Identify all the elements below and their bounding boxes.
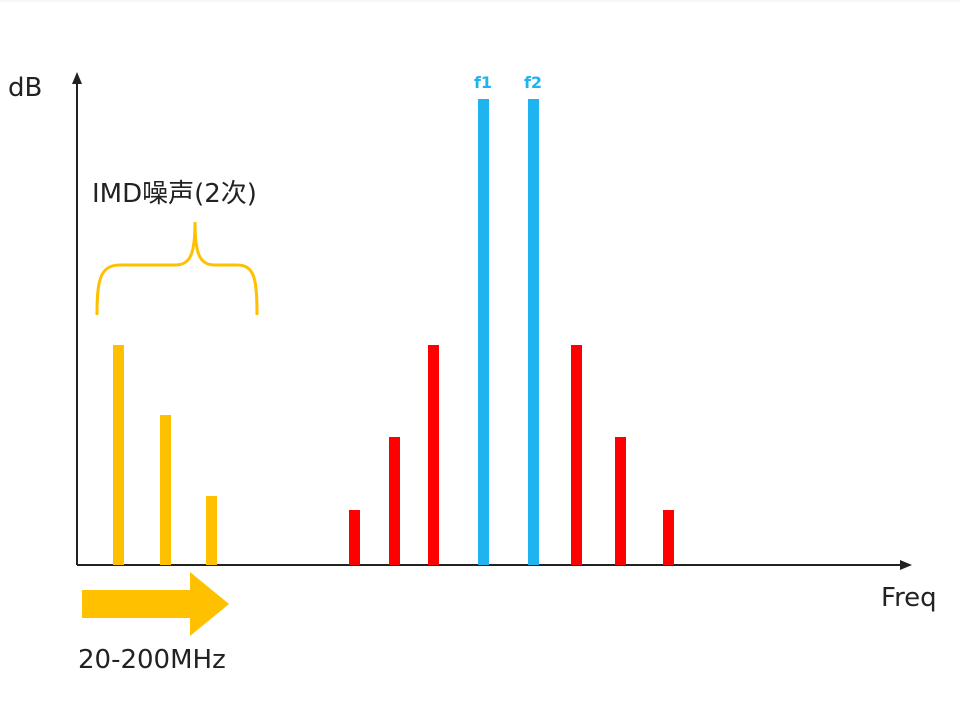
range-arrow xyxy=(82,572,229,636)
intermod-bar xyxy=(615,437,626,565)
imd-bar xyxy=(160,415,171,565)
tone-bar xyxy=(478,99,489,565)
intermod-bar xyxy=(389,437,400,565)
imd-bar xyxy=(113,345,124,565)
intermod-bar xyxy=(428,345,439,565)
imd-label: IMD噪声(2次) xyxy=(92,179,257,209)
y-axis-label: dB xyxy=(8,73,42,103)
intermod-bar xyxy=(349,510,360,565)
y-axis-arrow xyxy=(72,72,82,84)
brace xyxy=(95,221,259,316)
tone-label: f2 xyxy=(524,73,542,92)
imd-bar xyxy=(206,496,217,565)
x-axis-arrow xyxy=(900,560,912,570)
intermod-bar xyxy=(571,345,582,565)
x-axis-label: Freq xyxy=(881,583,937,613)
tone-label: f1 xyxy=(474,73,492,92)
range-label: 20-200MHz xyxy=(78,645,226,675)
tone-bar xyxy=(528,99,539,565)
intermod-bar xyxy=(663,510,674,565)
